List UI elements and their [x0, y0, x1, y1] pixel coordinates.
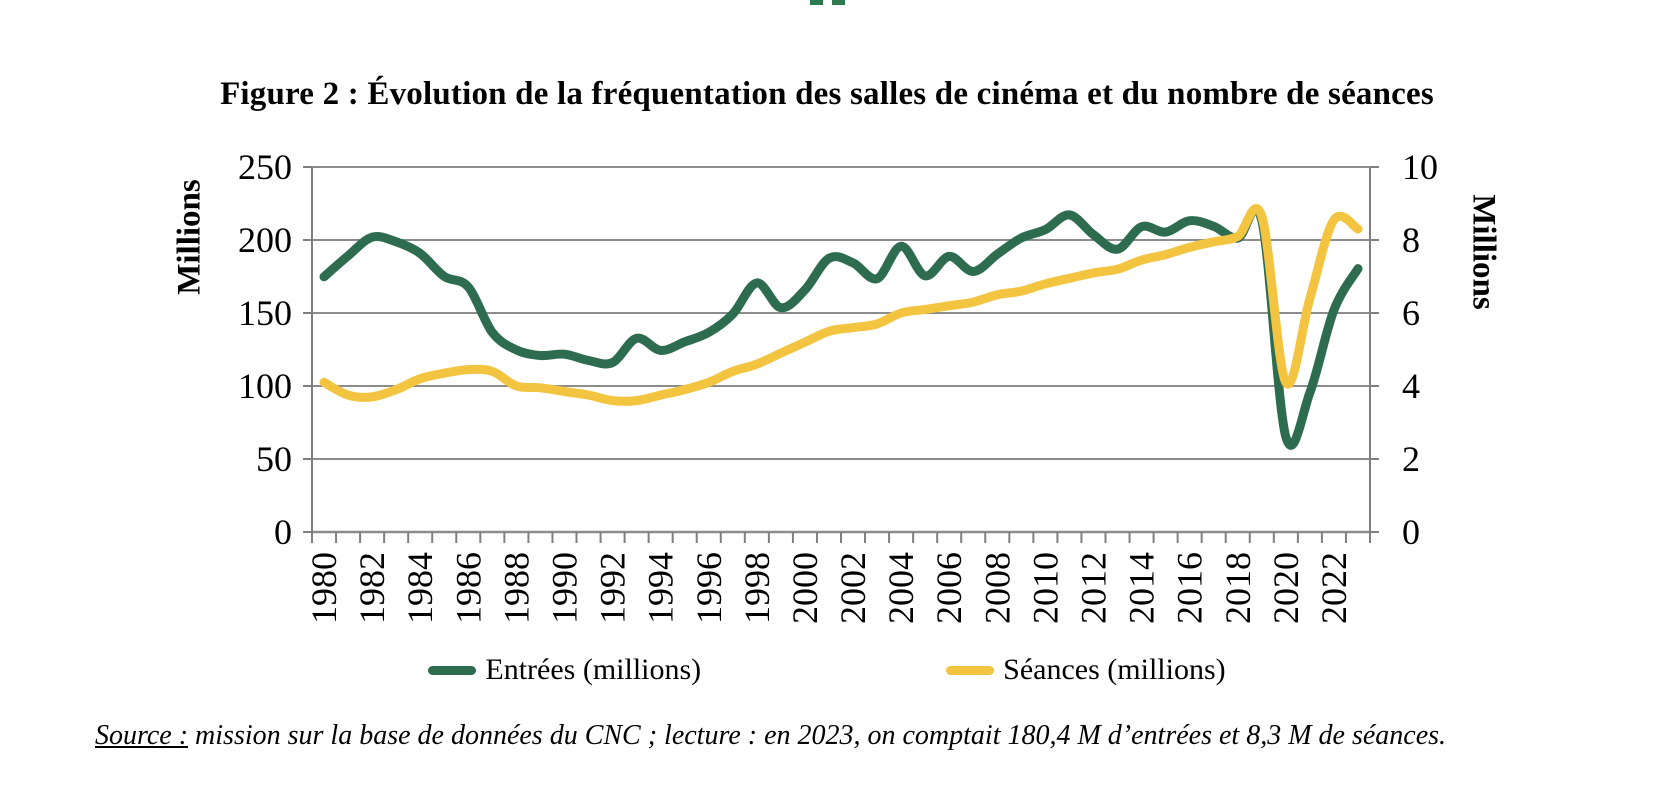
- clipped-header-text-fragment-right: [832, 0, 845, 5]
- clipped-header-text-fragment-left: [810, 0, 823, 5]
- svg-text:0: 0: [1402, 512, 1420, 552]
- svg-text:1986: 1986: [448, 552, 488, 624]
- svg-text:1984: 1984: [400, 552, 440, 624]
- svg-text:4: 4: [1402, 366, 1420, 406]
- entrees-line-swatch: [428, 665, 477, 675]
- svg-text:2002: 2002: [833, 552, 873, 624]
- legend-item-entrees: Entrées (millions): [428, 653, 701, 687]
- svg-text:2: 2: [1402, 439, 1420, 479]
- svg-text:2004: 2004: [881, 552, 921, 624]
- svg-text:0: 0: [274, 512, 292, 552]
- svg-text:1982: 1982: [352, 552, 392, 624]
- svg-text:200: 200: [238, 220, 292, 260]
- svg-text:2010: 2010: [1025, 552, 1065, 624]
- svg-text:2018: 2018: [1218, 552, 1258, 624]
- svg-text:1988: 1988: [496, 552, 536, 624]
- svg-text:1992: 1992: [593, 552, 633, 624]
- svg-text:1998: 1998: [737, 552, 777, 624]
- svg-text:10: 10: [1402, 147, 1438, 187]
- svg-text:50: 50: [256, 439, 292, 479]
- source-text: mission sur la base de données du CNC ; …: [188, 720, 1447, 751]
- svg-text:2020: 2020: [1266, 552, 1306, 624]
- svg-text:2012: 2012: [1073, 552, 1113, 624]
- source-label: Source :: [95, 720, 189, 751]
- svg-text:2008: 2008: [977, 552, 1017, 624]
- svg-text:2000: 2000: [785, 552, 825, 624]
- svg-text:150: 150: [238, 293, 292, 333]
- svg-text:250: 250: [238, 147, 292, 187]
- seances-line-swatch: [946, 665, 995, 675]
- svg-text:1980: 1980: [304, 552, 344, 624]
- svg-text:2022: 2022: [1314, 552, 1354, 624]
- svg-text:1994: 1994: [641, 552, 681, 624]
- svg-text:6: 6: [1402, 293, 1420, 333]
- legend-item-seances: Séances (millions): [946, 653, 1226, 687]
- legend-label-seances: Séances (millions): [1003, 653, 1226, 686]
- svg-text:2014: 2014: [1122, 552, 1162, 624]
- figure-title: Figure 2 : Évolution de la fréquentation…: [220, 76, 1434, 112]
- legend-label-entrees: Entrées (millions): [485, 653, 702, 686]
- svg-text:8: 8: [1402, 220, 1420, 260]
- svg-text:1996: 1996: [689, 552, 729, 624]
- chart-legend: Entrées (millions) Séances (millions): [0, 653, 1654, 687]
- svg-text:2006: 2006: [929, 552, 969, 624]
- svg-text:1990: 1990: [544, 552, 584, 624]
- svg-text:2016: 2016: [1170, 552, 1210, 624]
- source-note: Source : mission sur la base de données …: [95, 720, 1574, 752]
- svg-text:100: 100: [238, 366, 292, 406]
